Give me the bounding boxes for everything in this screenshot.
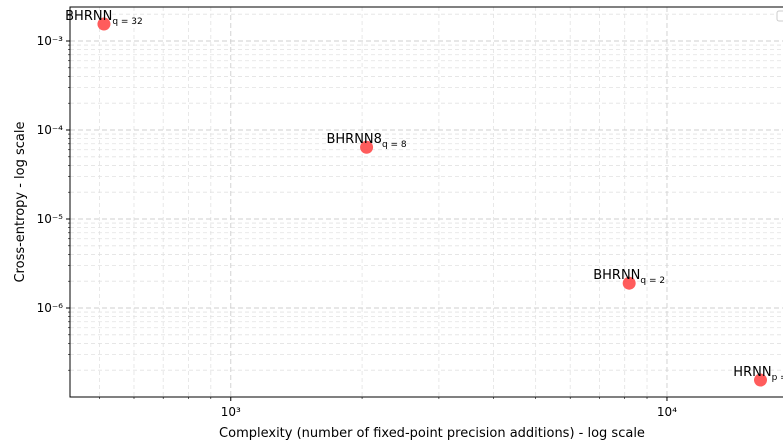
point-label: BHRNNq = 2 [593, 268, 665, 286]
x-tick-label: 10³ [221, 405, 241, 419]
point [97, 17, 111, 31]
point [622, 276, 636, 290]
x-tick-label: 10⁴ [657, 405, 677, 419]
point-label: BHRNN8q = 8 [326, 132, 406, 150]
point-label-base: BHRNN [593, 268, 640, 283]
plot-frame [69, 6, 783, 398]
y-axis-label: Cross-entropy - log scale [13, 121, 28, 282]
grid [70, 7, 783, 397]
y-tick-label: 10⁻³ [37, 34, 64, 48]
y-tick-label: 10⁻⁴ [37, 123, 64, 137]
x-axis-label: Complexity (number of fixed-point precis… [219, 426, 645, 441]
legend-box [776, 10, 783, 22]
point-label-sub: q = 32 [112, 17, 142, 27]
point-label-sub: p = [772, 373, 783, 383]
point-label-base: BHRNN8 [326, 132, 381, 147]
point [360, 140, 374, 154]
point-label: BHRNNq = 32 [65, 9, 143, 27]
point-label-sub: q = 8 [382, 140, 407, 150]
y-tick-label: 10⁻⁶ [37, 301, 64, 315]
point-label-sub: q = 2 [640, 276, 665, 286]
y-tick-label: 10⁻⁵ [37, 212, 64, 226]
point-label-base: HRNN [733, 365, 771, 380]
point-label: HRNNp = [733, 365, 783, 383]
point-label-base: BHRNN [65, 9, 112, 24]
point [754, 373, 768, 387]
